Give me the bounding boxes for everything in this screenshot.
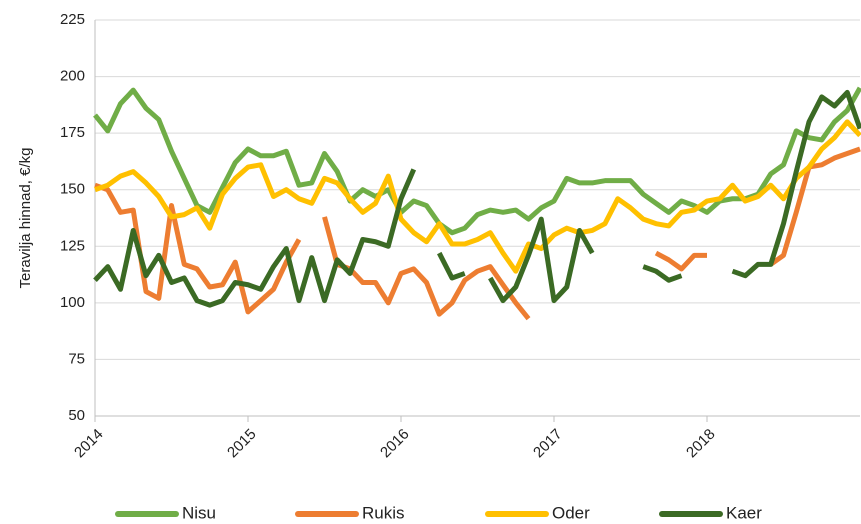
y-tick-label: 100: [60, 294, 85, 311]
x-tick-label: 2018: [683, 426, 719, 462]
series-line: [93, 89, 861, 308]
y-tick-label: 75: [68, 350, 85, 367]
y-tick-label: 200: [60, 68, 85, 85]
y-tick-label: 50: [68, 407, 85, 424]
legend-item: Rukis: [295, 503, 405, 522]
series-line: [94, 146, 861, 321]
legend-item: Kaer: [659, 503, 762, 522]
x-tick-label: 2014: [71, 426, 107, 462]
x-tick-label: 2017: [530, 426, 566, 462]
legend-label: Oder: [552, 503, 590, 522]
legend-label: Kaer: [726, 503, 762, 522]
x-tick-label: 2016: [377, 426, 413, 462]
legend-label: Rukis: [362, 503, 405, 522]
series-line: [94, 119, 861, 274]
y-tick-label: 150: [60, 181, 85, 198]
y-tick-label: 125: [60, 237, 85, 254]
y-tick-label: 225: [60, 11, 85, 28]
x-tick-label: 2015: [224, 426, 260, 462]
legend-item: Oder: [485, 503, 590, 522]
y-axis-label: Teravilja hinnad, €/kg: [17, 148, 34, 289]
series-line: [93, 86, 861, 236]
y-tick-label: 175: [60, 124, 85, 141]
legend-label: Nisu: [182, 503, 216, 522]
legend-item: Nisu: [115, 503, 216, 522]
